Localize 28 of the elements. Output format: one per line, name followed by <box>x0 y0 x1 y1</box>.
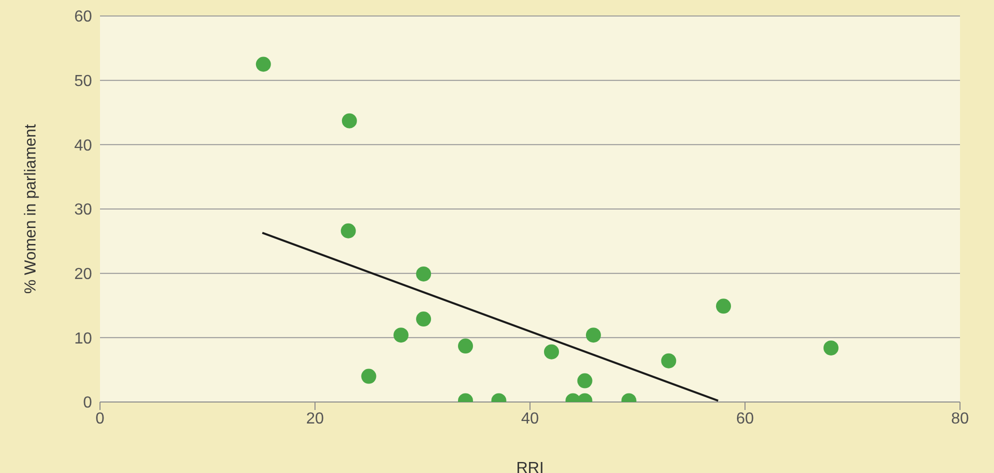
point <box>342 113 357 128</box>
point <box>458 338 473 354</box>
x-tick-label: 60 <box>736 410 754 428</box>
y-tick-label: 60 <box>74 8 92 26</box>
point <box>416 312 432 327</box>
point <box>361 368 376 384</box>
point <box>716 298 731 314</box>
x-tick-label: 0 <box>96 410 105 428</box>
point <box>586 328 601 343</box>
point <box>394 328 408 343</box>
y-tick-label: 30 <box>74 202 92 219</box>
point <box>256 56 271 72</box>
y-tick-label: 10 <box>74 330 92 348</box>
x-tick-label: 80 <box>951 410 969 428</box>
point <box>661 353 676 368</box>
y-tick-label: 0 <box>83 394 92 412</box>
x-tick-label: 40 <box>521 410 539 428</box>
y-tick-label: 20 <box>74 266 92 284</box>
y-tick-label: 50 <box>74 73 92 90</box>
point <box>544 344 559 360</box>
x-tick-label: 20 <box>306 410 324 428</box>
y-tick-label: 40 <box>74 137 92 154</box>
point <box>416 266 432 282</box>
point <box>340 223 356 238</box>
x-axis-title: RRI <box>516 460 544 473</box>
point <box>824 340 838 356</box>
y-axis-title: % Women in parliament <box>22 124 40 294</box>
point <box>577 373 592 388</box>
